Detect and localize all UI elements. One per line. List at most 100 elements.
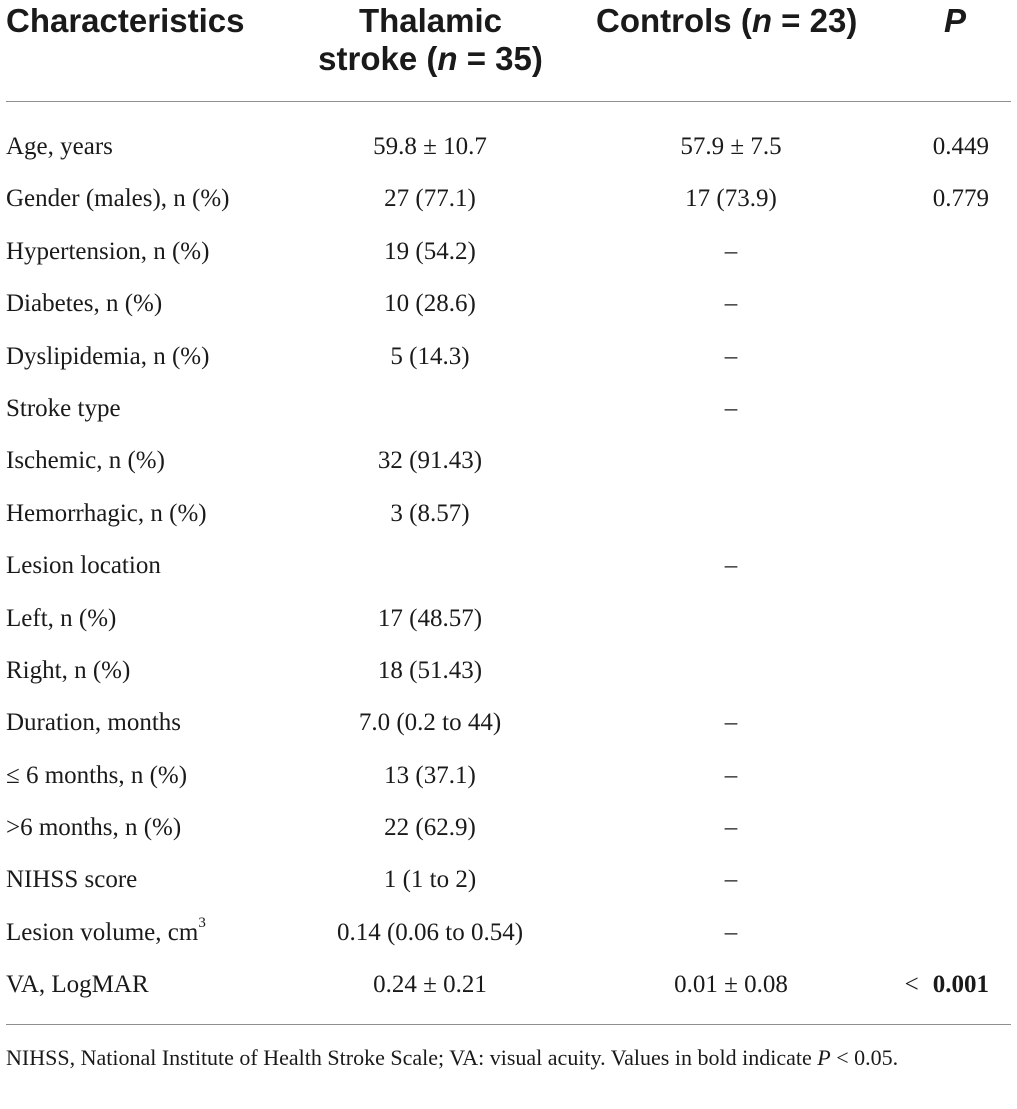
row-label: Lesion location [6,540,161,592]
row-label-text: Diabetes, n (%) [6,290,163,318]
row-label: Right, n (%) [6,645,130,697]
table-row: Hemorrhagic, n (%) 3 (8.57) [0,488,1017,540]
cell-controls: 17 (73.9) [685,185,777,213]
table-row: ≤ 6 months, n (%) 13 (37.1) – [0,750,1017,802]
cell-controls: 57.9 ± 7.5 [680,133,782,160]
row-label-text: Duration, months [6,709,181,737]
table-row: Stroke type – [0,383,1017,435]
row-label: Left, n (%) [6,593,116,645]
row-label-text: Age, years [6,133,113,160]
table-row: Gender (males), n (%) 27 (77.1) 17 (73.9) 0… [0,173,1017,225]
row-label-text: Left, n (%) [6,604,117,632]
footnote-p-symbol: P [817,1045,831,1070]
row-label: Dyslipidemia, n (%) [6,331,209,383]
row-label-text: NIHSS score [6,866,138,894]
cell-controls: – [724,866,738,894]
cell-controls: – [724,342,738,370]
table-row: Age, years 59.8 ± 10.7 57.9 ± 7.5 0.449 [0,121,1017,173]
row-label-text: Ischemic, n (%) [6,447,165,475]
column-header-characteristics: Characteristics [6,2,245,39]
cell-controls: – [724,814,738,842]
row-label-text: ≤ 6 months, n (%) [6,761,188,789]
controls-header-text: Controls ( [596,2,752,39]
row-label-text: Dyslipidemia, n (%) [6,342,210,370]
table-footnote: NIHSS, National Institute of Health Stro… [6,1041,1011,1074]
cell-p-value: 0.449 [933,121,989,173]
column-header-controls: Controls (n = 23) [596,2,857,40]
row-label: Lesion volume, cm3 [6,907,206,959]
table-body: Age, years 59.8 ± 10.7 57.9 ± 7.5 0.449 Gend… [0,121,1017,1012]
row-label: NIHSS score [6,854,137,906]
cell-p-value: 0.779 [933,173,989,225]
cell-p-value: <0.001 [905,959,989,1011]
row-label-text: Lesion location [6,552,161,580]
footnote-text: NIHSS, National Institute of Health Stro… [6,1045,818,1070]
p-value-number: 0.779 [932,185,989,213]
header-divider [6,101,1011,102]
cell-thalamic-stroke: 17 (48.57) [377,604,483,632]
cell-thalamic-stroke: 1 (1 to 2) [383,866,477,894]
thalamic-header-count: = 35) [457,40,543,77]
cell-controls: – [724,552,738,580]
row-label: Diabetes, n (%) [6,278,162,330]
column-header-thalamic-stroke: Thalamic stroke (n = 35) [318,2,543,78]
thalamic-header-text: stroke ( [318,40,438,77]
row-label-text: Lesion volume, cm [6,918,199,946]
cell-thalamic-stroke: 59.8 ± 10.7 [373,133,487,160]
cell-controls: – [724,918,738,946]
cell-thalamic-stroke: 18 (51.43) [377,656,483,684]
row-label: Hypertension, n (%) [6,226,209,278]
row-label: Gender (males), n (%) [6,173,230,225]
cell-thalamic-stroke: 22 (62.9) [384,814,476,842]
controls-header-n: n [751,2,772,39]
p-value-number: 0.449 [932,133,989,160]
cell-controls: – [724,290,738,318]
row-label-text: Stroke type [6,394,121,422]
footnote-p-condition: < 0.05. [830,1045,899,1070]
cell-thalamic-stroke: 10 (28.6) [384,290,476,318]
row-label: Age, years [6,121,113,173]
row-label-superscript: 3 [198,914,206,931]
p-value-number: 0.001 [932,971,989,999]
row-label-text: VA, LogMAR [6,971,149,999]
table-row: Left, n (%) 17 (48.57) [0,593,1017,645]
table-row: Diabetes, n (%) 10 (28.6) – [0,278,1017,330]
cell-thalamic-stroke: 13 (37.1) [384,761,476,789]
table-row: VA, LogMAR 0.24 ± 0.21 0.01 ± 0.08 <0.001 [0,959,1017,1011]
thalamic-header-line2: stroke (n = 35) [318,40,543,78]
cell-thalamic-stroke: 5 (14.3) [390,342,470,370]
row-label-text: Hypertension, n (%) [6,237,210,265]
row-label-text: Hemorrhagic, n (%) [6,499,207,527]
cell-thalamic-stroke: 0.24 ± 0.21 [373,971,487,999]
table-row: Right, n (%) 18 (51.43) [0,645,1017,697]
cell-controls: – [724,761,738,789]
cell-thalamic-stroke: 3 (8.57) [390,499,470,527]
table-row: Duration, months 7.0 (0.2 to 44) – [0,697,1017,749]
table-row: Dyslipidemia, n (%) 5 (14.3) – [0,331,1017,383]
row-label: VA, LogMAR [6,959,149,1011]
table-row: Lesion location – [0,540,1017,592]
table-row: NIHSS score 1 (1 to 2) – [0,854,1017,906]
cell-controls: – [724,394,738,422]
row-label-text: Right, n (%) [6,656,131,684]
cell-thalamic-stroke: 27 (77.1) [384,185,476,213]
cell-controls: – [724,237,738,265]
row-label-text: >6 months, n (%) [6,814,182,842]
row-label: Stroke type [6,383,121,435]
row-label: ≤ 6 months, n (%) [6,750,187,802]
cell-thalamic-stroke: 7.0 (0.2 to 44) [358,709,502,737]
cell-controls: – [724,709,738,737]
table-header: Characteristics Thalamic stroke (n = 35)… [0,0,1017,100]
column-header-p: P [944,2,967,39]
table-row: >6 months, n (%) 22 (62.9) – [0,802,1017,854]
cell-thalamic-stroke: 0.14 (0.06 to 0.54) [336,918,524,946]
row-label-text: Gender (males), n (%) [6,185,230,213]
table-row: Ischemic, n (%) 32 (91.43) [0,435,1017,487]
footer-divider [6,1024,1011,1025]
row-label: Ischemic, n (%) [6,435,165,487]
row-label: Hemorrhagic, n (%) [6,488,207,540]
row-label: >6 months, n (%) [6,802,181,854]
p-value-comparator: < [904,971,919,999]
thalamic-header-line1: Thalamic [358,2,503,39]
thalamic-header-n: n [437,40,458,77]
